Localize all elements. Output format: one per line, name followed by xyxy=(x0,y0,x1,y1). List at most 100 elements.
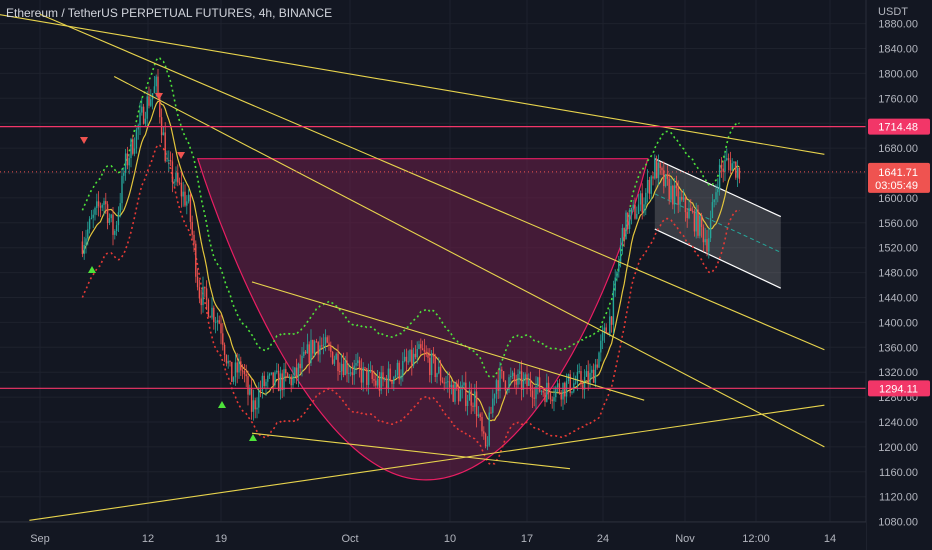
candle-body xyxy=(693,211,696,232)
candle-body xyxy=(621,227,624,246)
candle-body xyxy=(556,383,559,388)
candle-body xyxy=(340,363,343,372)
candle-body xyxy=(585,371,588,377)
candle-body xyxy=(288,376,291,378)
candle-body xyxy=(88,218,91,230)
candle-body xyxy=(461,385,463,390)
candle-body xyxy=(184,191,186,206)
candle-body xyxy=(162,132,165,136)
trendline xyxy=(39,13,825,351)
candle-body xyxy=(727,158,730,161)
candle-body xyxy=(686,212,688,219)
price-axis[interactable]: 1080.001120.001160.001200.001240.001280.… xyxy=(865,0,932,550)
time-tick-label: Sep xyxy=(30,533,50,545)
candle-body xyxy=(468,390,471,401)
candle-body xyxy=(94,207,96,215)
candle-body xyxy=(285,369,287,374)
upper-band-line xyxy=(81,56,740,378)
candle-body xyxy=(726,158,728,161)
candle-body xyxy=(265,381,267,386)
candle-body xyxy=(481,417,483,432)
candle-body xyxy=(105,201,107,205)
sell-signal-marker xyxy=(177,152,185,159)
candle-body xyxy=(632,204,634,209)
candle-body xyxy=(312,339,314,354)
candle-body xyxy=(531,390,534,398)
price-tick-label: 1520.00 xyxy=(878,243,918,255)
candle-body xyxy=(349,372,352,374)
candle-body xyxy=(542,390,544,393)
candle-body xyxy=(85,238,87,245)
time-tick-label: 14 xyxy=(824,533,836,545)
candle-body xyxy=(319,345,321,355)
candle-body xyxy=(432,353,435,357)
candle-body xyxy=(306,344,309,354)
candle-body xyxy=(211,307,213,318)
candle-body xyxy=(153,86,156,94)
candle-body xyxy=(425,351,427,355)
candle-body xyxy=(654,158,656,179)
candle-body xyxy=(276,370,278,373)
candle-body xyxy=(664,174,667,187)
candle-body xyxy=(112,214,114,235)
price-tick-label: 1760.00 xyxy=(878,93,918,105)
candle-body xyxy=(463,382,465,386)
candle-body xyxy=(438,366,440,374)
candle-body xyxy=(643,204,645,213)
candle-body xyxy=(353,365,355,376)
candle-body xyxy=(592,369,595,383)
candle-body xyxy=(322,344,325,346)
candle-body xyxy=(695,209,697,232)
candle-body xyxy=(411,349,413,366)
candle-body xyxy=(234,362,237,378)
candle-body xyxy=(691,211,694,213)
candle-body xyxy=(373,378,375,381)
candle-body xyxy=(677,188,679,205)
candle-body xyxy=(231,361,233,382)
time-axis[interactable]: Sep 12 19 Oct 10 17 24 Nov 12:00 14 xyxy=(0,521,866,550)
candle-body xyxy=(535,385,537,399)
candle-body xyxy=(673,185,676,205)
candle-body xyxy=(117,212,120,226)
candle-body xyxy=(369,370,372,372)
candle-body xyxy=(220,323,222,334)
candle-body xyxy=(555,387,557,398)
candle-body xyxy=(364,367,366,369)
candle-body xyxy=(346,360,348,374)
candle-body xyxy=(126,153,129,166)
candle-body xyxy=(601,332,604,341)
time-tick-label: 19 xyxy=(215,533,227,545)
candle-body xyxy=(398,362,400,380)
candle-body xyxy=(412,353,415,366)
candle-body xyxy=(492,398,494,413)
candle-body xyxy=(416,348,418,358)
trendline xyxy=(0,14,825,155)
signal-markers xyxy=(80,93,257,441)
candle-body xyxy=(591,369,593,373)
price-tick-label: 1160.00 xyxy=(879,467,918,479)
candle-body xyxy=(268,373,271,376)
candle-body xyxy=(418,344,420,349)
candle-body xyxy=(214,322,217,324)
trendline xyxy=(29,404,825,521)
price-tick-label: 1480.00 xyxy=(878,268,918,280)
candle-body xyxy=(447,381,449,383)
candle-body xyxy=(583,376,586,390)
buy-signal-marker xyxy=(218,401,226,408)
candle-body xyxy=(544,392,546,402)
candle-body xyxy=(254,400,256,410)
time-tick-label: 24 xyxy=(597,533,609,545)
candle-body xyxy=(245,374,247,377)
candle-body xyxy=(540,390,543,392)
candle-body xyxy=(308,344,310,363)
candle-body xyxy=(101,204,103,208)
candle-body xyxy=(657,162,660,179)
candle-body xyxy=(252,400,255,412)
price-tick-label: 1680.00 xyxy=(878,143,918,155)
candle-body xyxy=(96,201,98,208)
candle-body xyxy=(612,290,615,325)
candle-body xyxy=(279,373,282,392)
candle-body xyxy=(459,389,462,402)
candle-body xyxy=(232,377,235,382)
